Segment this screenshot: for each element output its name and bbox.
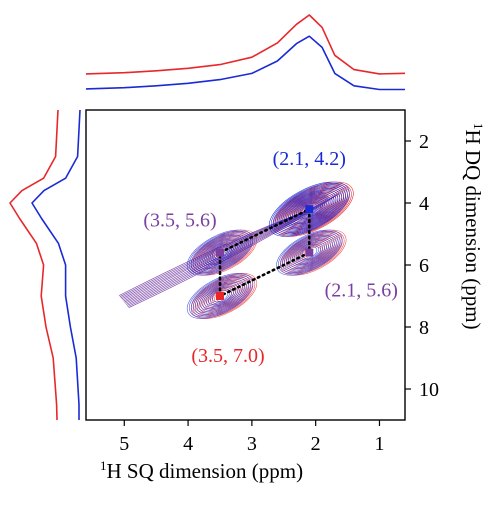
y-axis-title-text: H DQ dimension (ppm) xyxy=(461,130,483,330)
peak-marker xyxy=(305,248,314,257)
blue-left-projection-line xyxy=(31,109,81,420)
blue-top-projection-line xyxy=(85,35,405,91)
x-axis-title: 1H SQ dimension (ppm) xyxy=(100,458,303,483)
peak-annotation: (3.5, 5.6) xyxy=(143,210,216,232)
x-tick-label: 1 xyxy=(374,433,384,455)
y-tick-label: 8 xyxy=(419,317,429,339)
peak-marker xyxy=(305,205,314,214)
blue-contour-line xyxy=(197,280,243,312)
peak-connectors xyxy=(215,205,314,300)
peak-annotation: (2.1, 5.6) xyxy=(325,280,398,302)
blue-contour-line xyxy=(203,284,237,308)
x-tick-label: 2 xyxy=(311,433,321,455)
peak-annotation: (3.5, 7.0) xyxy=(191,345,264,367)
contour-group xyxy=(118,181,354,319)
blue-contour-line xyxy=(188,274,251,318)
blue-contour-line xyxy=(186,273,254,319)
blue-contour-line xyxy=(276,229,343,276)
y-tick-label: 2 xyxy=(419,131,429,153)
peak-annotation: (2.1, 4.2) xyxy=(273,148,346,170)
y-axis-ticks: 2 4 6 8 10 xyxy=(405,131,439,401)
blue-contour-line xyxy=(207,287,233,305)
y-axis-title-superscript: 1 xyxy=(471,123,483,130)
x-tick-label: 3 xyxy=(247,433,257,455)
x-axis-ticks: 5 4 3 2 1 xyxy=(119,420,384,455)
plot-frame xyxy=(85,109,406,421)
blue-contour-line xyxy=(280,232,339,273)
blue-contour-line xyxy=(299,245,320,260)
peak-marker xyxy=(215,248,224,257)
blue-contour-line xyxy=(285,236,333,270)
x-axis-title-text: H SQ dimension (ppm) xyxy=(107,459,304,483)
red-top-projection-line xyxy=(85,14,406,75)
x-axis-title-superscript: 1 xyxy=(100,458,107,473)
blue-contour-line xyxy=(295,242,323,263)
blue-contour-line xyxy=(288,194,331,225)
blue-contour-line xyxy=(193,277,247,315)
top-projection xyxy=(85,14,406,91)
contour-plot xyxy=(118,181,354,319)
peak-marker xyxy=(215,292,224,300)
y-axis-title: 1H DQ dimension (ppm) xyxy=(461,123,483,330)
x-tick-label: 5 xyxy=(119,433,129,455)
y-tick-label: 10 xyxy=(419,379,439,401)
y-tick-label: 6 xyxy=(419,255,429,277)
peak-annotations: (2.1, 4.2) (3.5, 5.6) (2.1, 5.6) (3.5, 7.0) xyxy=(143,148,398,367)
red-left-projection-line xyxy=(9,109,59,421)
left-projection xyxy=(9,109,81,421)
y-tick-label: 4 xyxy=(419,193,429,215)
x-tick-label: 4 xyxy=(183,433,193,455)
blue-contour-line xyxy=(289,238,329,267)
